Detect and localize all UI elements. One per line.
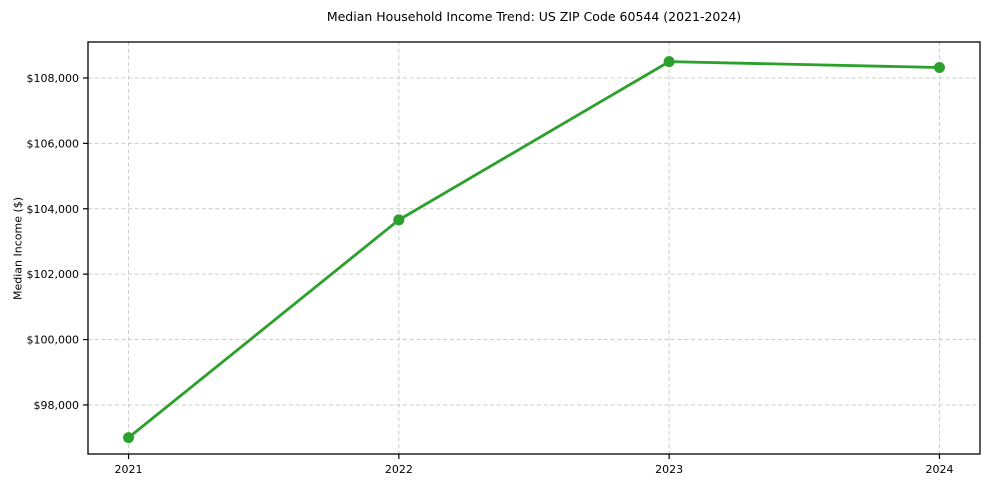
y-tick-label: $100,000 [27,334,80,347]
trend-line [127,60,941,440]
data-point [933,62,945,74]
x-tick-label: 2023 [655,463,683,476]
y-tick-label: $104,000 [27,203,80,216]
y-tick-label: $98,000 [34,399,80,412]
y-tick-label: $106,000 [27,137,80,150]
x-tick-label: 2024 [925,463,953,476]
chart-title: Median Household Income Trend: US ZIP Co… [326,9,742,24]
plot-border [87,41,981,455]
data-point [663,56,675,68]
x-tick-label: 2022 [385,463,413,476]
y-tick-label: $108,000 [27,72,80,85]
data-point [123,432,135,444]
y-tick-label: $102,000 [27,268,80,281]
x-tick-label: 2021 [115,463,143,476]
data-point [393,214,405,226]
